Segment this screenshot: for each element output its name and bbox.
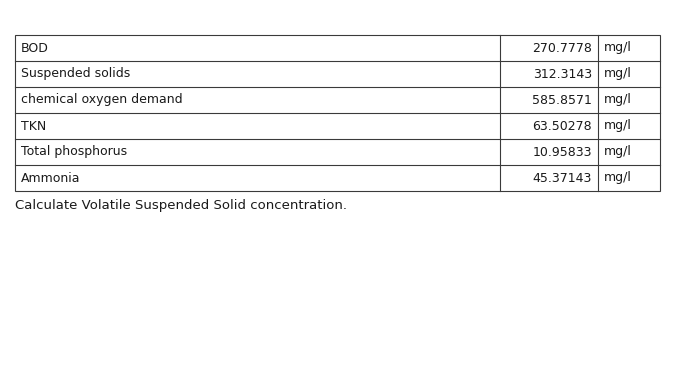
Text: mg/l: mg/l	[604, 67, 632, 80]
Text: Ammonia: Ammonia	[21, 171, 80, 185]
Text: mg/l: mg/l	[604, 171, 632, 185]
Text: 63.50278: 63.50278	[533, 119, 592, 132]
Text: Total phosphorus: Total phosphorus	[21, 145, 127, 158]
Text: 585.8571: 585.8571	[532, 93, 592, 106]
Text: mg/l: mg/l	[604, 42, 632, 55]
Text: Suspended solids: Suspended solids	[21, 67, 130, 80]
Text: 10.95833: 10.95833	[533, 145, 592, 158]
Text: mg/l: mg/l	[604, 145, 632, 158]
Text: TKN: TKN	[21, 119, 46, 132]
Bar	[15, 35, 660, 191]
Text: 312.3143: 312.3143	[533, 67, 592, 80]
Text: chemical oxygen demand: chemical oxygen demand	[21, 93, 183, 106]
Text: BOD: BOD	[21, 42, 49, 55]
Text: mg/l: mg/l	[604, 93, 632, 106]
Text: Calculate Volatile Suspended Solid concentration.: Calculate Volatile Suspended Solid conce…	[15, 199, 347, 212]
Text: mg/l: mg/l	[604, 119, 632, 132]
Text: 45.37143: 45.37143	[533, 171, 592, 185]
Text: 270.7778: 270.7778	[532, 42, 592, 55]
